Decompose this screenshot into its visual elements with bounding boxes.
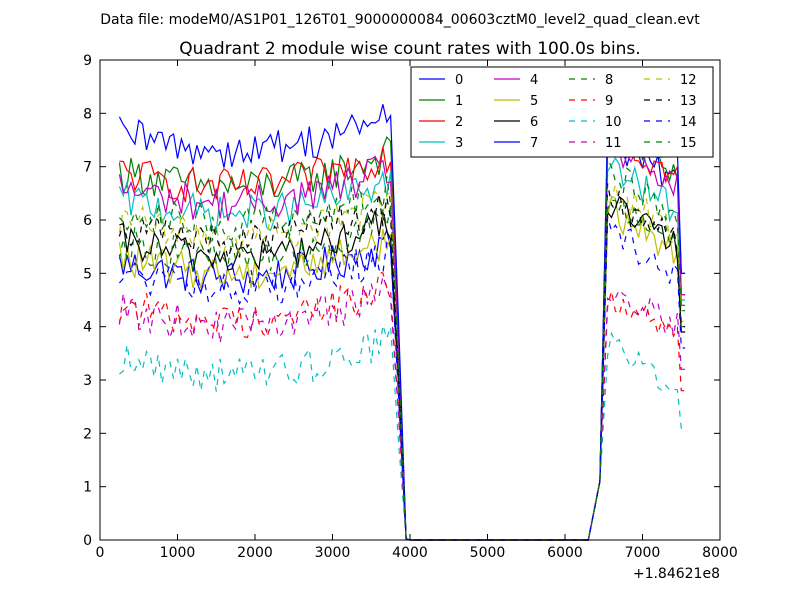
series-line-8 bbox=[118, 197, 686, 541]
y-tick-label: 9 bbox=[83, 53, 92, 69]
legend-label-7: 7 bbox=[530, 136, 538, 151]
x-tick-label: 7000 bbox=[625, 545, 661, 561]
legend-label-13: 13 bbox=[680, 94, 697, 109]
y-tick-label: 3 bbox=[83, 373, 92, 389]
series-line-9 bbox=[118, 271, 686, 541]
legend-label-8: 8 bbox=[605, 73, 613, 88]
y-tick-label: 5 bbox=[83, 266, 92, 282]
legend-label-0: 0 bbox=[455, 73, 463, 88]
legend-label-4: 4 bbox=[530, 73, 538, 88]
legend-label-3: 3 bbox=[455, 136, 463, 151]
legend-label-11: 11 bbox=[605, 136, 622, 151]
y-tick-label: 0 bbox=[83, 533, 92, 549]
y-tick-label: 7 bbox=[83, 160, 92, 176]
chart-title: Quadrant 2 module wise count rates with … bbox=[179, 39, 640, 59]
x-offset-label: +1.84621e8 bbox=[633, 566, 720, 582]
legend-label-6: 6 bbox=[530, 115, 538, 130]
y-tick-label: 4 bbox=[83, 320, 92, 336]
series-line-12 bbox=[118, 184, 686, 541]
suptitle: Data file: modeM0/AS1P01_126T01_90000000… bbox=[100, 12, 700, 28]
series-line-13 bbox=[118, 183, 686, 541]
x-tick-label: 5000 bbox=[470, 545, 506, 561]
x-tick-label: 3000 bbox=[315, 545, 351, 561]
legend-label-15: 15 bbox=[680, 136, 697, 151]
x-tick-label: 0 bbox=[96, 545, 105, 561]
x-tick-label: 2000 bbox=[237, 545, 273, 561]
legend-label-5: 5 bbox=[530, 94, 538, 109]
y-tick-label: 1 bbox=[83, 480, 92, 496]
legend-label-12: 12 bbox=[680, 73, 697, 88]
y-tick-label: 8 bbox=[83, 106, 92, 122]
axis-ticks: 0 1000 2000 3000 4000 5000 6000 7000 80000123456… bbox=[83, 53, 738, 561]
legend-label-9: 9 bbox=[605, 94, 613, 109]
series-line-11 bbox=[118, 273, 686, 541]
plot-marks bbox=[118, 104, 686, 541]
series-line-10 bbox=[119, 325, 686, 541]
x-tick-label: 8000 bbox=[702, 545, 738, 561]
legend-label-2: 2 bbox=[455, 115, 463, 130]
x-tick-label: 6000 bbox=[547, 545, 583, 561]
y-tick-label: 6 bbox=[83, 213, 92, 229]
x-tick-label: 1000 bbox=[160, 545, 196, 561]
y-tick-label: 2 bbox=[83, 426, 92, 442]
series-line-14 bbox=[118, 216, 686, 541]
x-tick-label: 4000 bbox=[392, 545, 428, 561]
series-line-15 bbox=[118, 157, 686, 541]
legend-box bbox=[410, 66, 714, 158]
legend-label-10: 10 bbox=[605, 115, 622, 130]
legend-label-14: 14 bbox=[680, 115, 697, 130]
legend-label-1: 1 bbox=[455, 94, 463, 109]
